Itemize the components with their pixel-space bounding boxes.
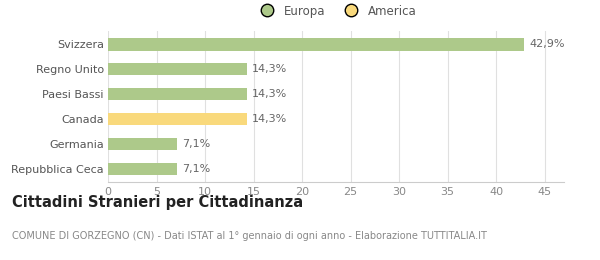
Text: 14,3%: 14,3% (251, 64, 287, 74)
Text: COMUNE DI GORZEGNO (CN) - Dati ISTAT al 1° gennaio di ogni anno - Elaborazione T: COMUNE DI GORZEGNO (CN) - Dati ISTAT al … (12, 231, 487, 241)
Bar (108, 163, 177, 175)
Legend: Europa, America: Europa, America (251, 0, 421, 22)
Text: 42,9%: 42,9% (529, 39, 565, 49)
Bar (108, 38, 524, 50)
Text: 14,3%: 14,3% (251, 89, 287, 99)
Bar (108, 113, 247, 125)
Text: 7,1%: 7,1% (182, 139, 210, 149)
Bar (108, 138, 177, 150)
Text: 14,3%: 14,3% (251, 114, 287, 124)
Bar (108, 88, 247, 100)
Bar (108, 63, 247, 75)
Text: 7,1%: 7,1% (182, 164, 210, 174)
Text: Cittadini Stranieri per Cittadinanza: Cittadini Stranieri per Cittadinanza (12, 195, 303, 210)
